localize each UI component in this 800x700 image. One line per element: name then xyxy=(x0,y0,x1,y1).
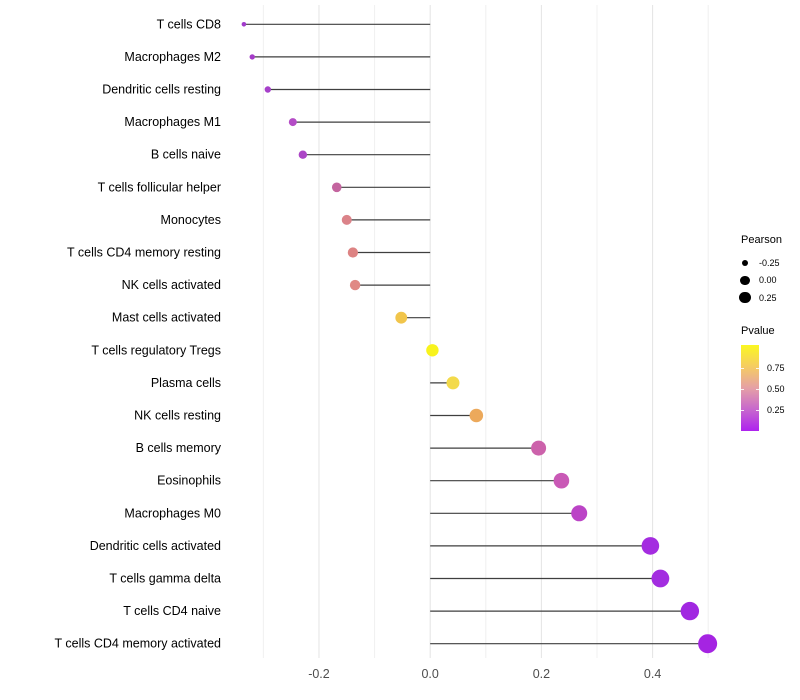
size-legend-dot xyxy=(740,275,750,285)
pvalue-tick-label: 0.50 xyxy=(767,383,785,394)
legend-panel: Pearson -0.25 0.00 0.25 Pvalue 0.75 0.50 0.2… xyxy=(737,234,799,435)
color-legend-title: Pvalue xyxy=(741,324,775,337)
pvalue-tick-label: 0.75 xyxy=(767,362,785,373)
category-label: T cells follicular helper xyxy=(98,180,221,194)
data-point xyxy=(680,601,700,621)
data-point xyxy=(241,22,247,27)
data-point xyxy=(347,247,358,258)
category-label: T cells CD4 naive xyxy=(123,604,221,618)
x-axis-tick-label: 0.2 xyxy=(533,667,550,681)
pvalue-colorbar-tick xyxy=(756,367,759,369)
size-legend-entry: -0.25 xyxy=(737,254,799,272)
category-label: Macrophages M0 xyxy=(124,506,221,520)
data-point xyxy=(331,182,342,193)
category-label: Macrophages M1 xyxy=(124,115,221,129)
category-label: T cells CD4 memory activated xyxy=(55,637,222,651)
category-label: NK cells resting xyxy=(134,409,221,423)
pvalue-colorbar-wrap: 0.75 0.50 0.25 xyxy=(741,344,799,435)
data-point xyxy=(469,408,484,423)
category-label: Mast cells activated xyxy=(112,311,221,325)
size-legend-entry: 0.25 xyxy=(737,289,799,307)
data-point xyxy=(426,344,439,357)
pvalue-tick-label: 0.25 xyxy=(767,404,785,415)
category-label: T cells CD8 xyxy=(157,17,221,31)
size-legend-title: Pearson xyxy=(741,234,782,246)
size-legend-entries: -0.25 0.00 0.25 xyxy=(737,254,799,307)
data-point xyxy=(651,569,670,588)
category-label: Eosinophils xyxy=(157,474,221,488)
data-point xyxy=(288,118,297,127)
pvalue-colorbar-tick xyxy=(741,409,744,411)
data-point xyxy=(641,537,660,555)
data-point xyxy=(249,54,255,60)
size-legend-entry: 0.00 xyxy=(737,272,799,290)
size-legend-label: 0.25 xyxy=(759,292,777,303)
size-legend-dot xyxy=(739,292,751,304)
data-point xyxy=(264,86,272,93)
data-point xyxy=(531,440,547,456)
data-point xyxy=(553,472,570,489)
size-legend-dot xyxy=(741,259,749,266)
data-point xyxy=(349,279,361,291)
category-label: T cells regulatory Tregs xyxy=(91,343,221,357)
category-label: B cells memory xyxy=(136,441,222,455)
category-label: Plasma cells xyxy=(151,376,221,390)
category-label: T cells CD4 memory resting xyxy=(67,246,221,260)
x-axis-tick-label: 0.0 xyxy=(421,667,438,681)
x-axis-tick-label: 0.4 xyxy=(644,667,661,681)
data-point xyxy=(298,150,308,159)
size-legend-label: 0.00 xyxy=(759,275,777,286)
category-label: Macrophages M2 xyxy=(124,50,221,64)
x-axis-tick-label: -0.2 xyxy=(308,667,330,681)
size-legend-label: -0.25 xyxy=(759,257,780,268)
category-label: B cells naive xyxy=(151,148,221,162)
category-label: Monocytes xyxy=(161,213,221,227)
category-label: NK cells activated xyxy=(122,278,221,292)
pvalue-colorbar-tick xyxy=(756,388,759,390)
data-point xyxy=(698,634,718,654)
pvalue-colorbar-tick xyxy=(741,388,744,390)
pvalue-colorbar-tick xyxy=(741,367,744,369)
pvalue-colorbar-tick xyxy=(756,409,759,411)
pvalue-colorbar xyxy=(741,344,759,431)
data-point xyxy=(341,214,352,225)
category-label: Dendritic cells activated xyxy=(90,539,221,553)
category-label: T cells gamma delta xyxy=(109,572,221,586)
data-point xyxy=(571,505,588,522)
category-label: Dendritic cells resting xyxy=(102,83,221,97)
data-point xyxy=(446,376,460,390)
data-point xyxy=(395,311,408,324)
